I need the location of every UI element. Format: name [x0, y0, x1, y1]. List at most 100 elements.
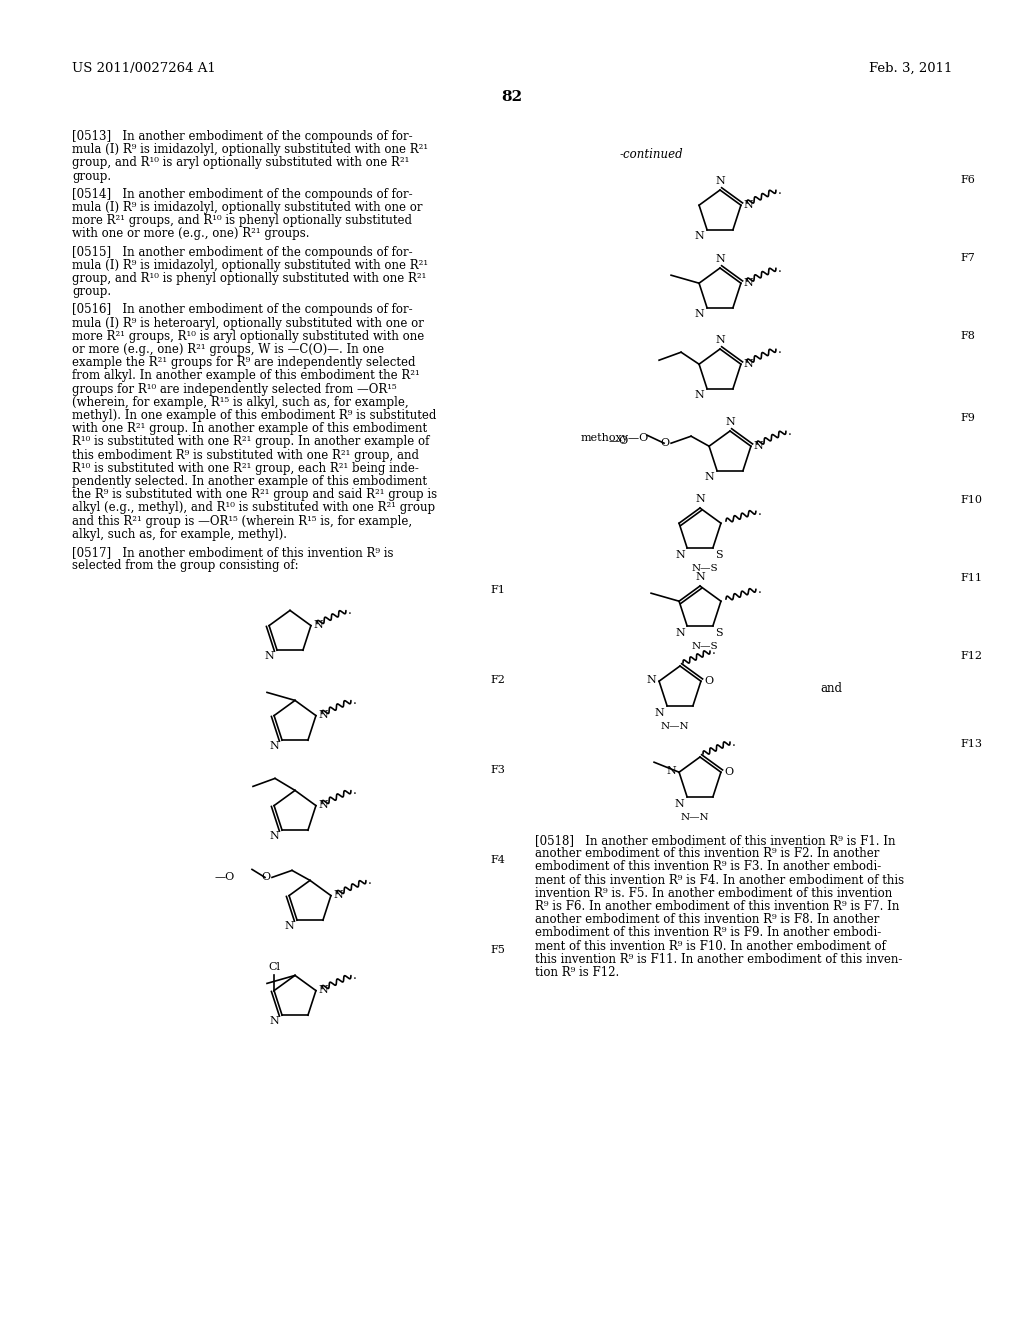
- Text: F13: F13: [961, 739, 982, 748]
- Text: F4: F4: [490, 855, 505, 866]
- Text: pendently selected. In another example of this embodiment: pendently selected. In another example o…: [72, 475, 427, 488]
- Text: N: N: [743, 201, 754, 210]
- Text: O: O: [261, 873, 270, 882]
- Text: [0514]   In another embodiment of the compounds of for-: [0514] In another embodiment of the comp…: [72, 187, 413, 201]
- Text: ment of this invention R⁹ is F4. In another embodiment of this: ment of this invention R⁹ is F4. In anot…: [535, 874, 904, 887]
- Text: N: N: [318, 985, 329, 994]
- Text: group.: group.: [72, 285, 112, 298]
- Text: .: .: [732, 735, 736, 748]
- Text: US 2011/0027264 A1: US 2011/0027264 A1: [72, 62, 216, 75]
- Text: and this R²¹ group is —OR¹⁵ (wherein R¹⁵ is, for example,: and this R²¹ group is —OR¹⁵ (wherein R¹⁵…: [72, 515, 412, 528]
- Text: N: N: [694, 231, 705, 240]
- Text: R¹⁰ is substituted with one R²¹ group. In another example of: R¹⁰ is substituted with one R²¹ group. I…: [72, 436, 429, 449]
- Text: [0517]   In another embodiment of this invention R⁹ is: [0517] In another embodiment of this inv…: [72, 546, 393, 558]
- Text: N: N: [654, 708, 665, 718]
- Text: N: N: [675, 799, 684, 809]
- Text: N: N: [694, 389, 705, 400]
- Text: embodiment of this invention R⁹ is F9. In another embodi-: embodiment of this invention R⁹ is F9. I…: [535, 927, 882, 940]
- Text: N: N: [715, 335, 725, 345]
- Text: Cl: Cl: [268, 961, 281, 972]
- Text: mula (I) R⁹ is imidazolyl, optionally substituted with one R²¹: mula (I) R⁹ is imidazolyl, optionally su…: [72, 143, 428, 156]
- Text: .: .: [787, 425, 792, 438]
- Text: N: N: [318, 800, 329, 809]
- Text: N: N: [334, 890, 344, 900]
- Text: [0516]   In another embodiment of the compounds of for-: [0516] In another embodiment of the comp…: [72, 304, 413, 317]
- Text: group.: group.: [72, 169, 112, 182]
- Text: N: N: [725, 417, 735, 426]
- Text: more R²¹ groups, R¹⁰ is aryl optionally substituted with one: more R²¹ groups, R¹⁰ is aryl optionally …: [72, 330, 424, 343]
- Text: N: N: [264, 651, 274, 661]
- Text: F3: F3: [490, 766, 505, 775]
- Text: invention R⁹ is. F5. In another embodiment of this invention: invention R⁹ is. F5. In another embodime…: [535, 887, 892, 900]
- Text: group, and R¹⁰ is phenyl optionally substituted with one R²¹: group, and R¹⁰ is phenyl optionally subs…: [72, 272, 426, 285]
- Text: N: N: [695, 572, 705, 582]
- Text: N—N: N—N: [660, 722, 689, 731]
- Text: .: .: [758, 582, 762, 595]
- Text: N: N: [743, 279, 754, 288]
- Text: N: N: [715, 176, 725, 186]
- Text: alkyl (e.g., methyl), and R¹⁰ is substituted with one R²¹ group: alkyl (e.g., methyl), and R¹⁰ is substit…: [72, 502, 435, 515]
- Text: N—S: N—S: [691, 642, 718, 651]
- Text: N: N: [695, 494, 705, 504]
- Text: —O: —O: [215, 873, 236, 882]
- Text: 82: 82: [502, 90, 522, 104]
- Text: O: O: [659, 438, 669, 449]
- Text: .: .: [758, 504, 762, 517]
- Text: ment of this invention R⁹ is F10. In another embodiment of: ment of this invention R⁹ is F10. In ano…: [535, 940, 886, 953]
- Text: (wherein, for example, R¹⁵ is alkyl, such as, for example,: (wherein, for example, R¹⁵ is alkyl, suc…: [72, 396, 409, 409]
- Text: mula (I) R⁹ is heteroaryl, optionally substituted with one or: mula (I) R⁹ is heteroaryl, optionally su…: [72, 317, 424, 330]
- Text: N: N: [667, 766, 676, 776]
- Text: N—N: N—N: [681, 813, 710, 822]
- Text: .: .: [712, 644, 716, 657]
- Text: tion R⁹ is F12.: tion R⁹ is F12.: [535, 966, 620, 979]
- Text: .: .: [778, 183, 781, 197]
- Text: selected from the group consisting of:: selected from the group consisting of:: [72, 560, 299, 572]
- Text: N: N: [269, 742, 280, 751]
- Text: F12: F12: [961, 651, 982, 661]
- Text: F11: F11: [961, 573, 982, 583]
- Text: F7: F7: [961, 253, 975, 263]
- Text: another embodiment of this invention R⁹ is F8. In another: another embodiment of this invention R⁹ …: [535, 913, 880, 927]
- Text: another embodiment of this invention R⁹ is F2. In another: another embodiment of this invention R⁹ …: [535, 847, 880, 861]
- Text: group, and R¹⁰ is aryl optionally substituted with one R²¹: group, and R¹⁰ is aryl optionally substi…: [72, 156, 410, 169]
- Text: example the R²¹ groups for R⁹ are independently selected: example the R²¹ groups for R⁹ are indepe…: [72, 356, 416, 370]
- Text: alkyl, such as, for example, methyl).: alkyl, such as, for example, methyl).: [72, 528, 287, 541]
- Text: .: .: [778, 261, 781, 275]
- Text: -continued: -continued: [620, 148, 684, 161]
- Text: [0513]   In another embodiment of the compounds of for-: [0513] In another embodiment of the comp…: [72, 129, 413, 143]
- Text: and: and: [820, 681, 842, 694]
- Text: with one R²¹ group. In another example of this embodiment: with one R²¹ group. In another example o…: [72, 422, 427, 436]
- Text: mula (I) R⁹ is imidazolyl, optionally substituted with one or: mula (I) R⁹ is imidazolyl, optionally su…: [72, 201, 423, 214]
- Text: N: N: [646, 676, 656, 685]
- Text: F5: F5: [490, 945, 505, 956]
- Text: mula (I) R⁹ is imidazolyl, optionally substituted with one R²¹: mula (I) R⁹ is imidazolyl, optionally su…: [72, 259, 428, 272]
- Text: embodiment of this invention R⁹ is F3. In another embodi-: embodiment of this invention R⁹ is F3. I…: [535, 861, 882, 874]
- Text: N: N: [743, 359, 754, 370]
- Text: F1: F1: [490, 585, 505, 595]
- Text: S: S: [715, 550, 723, 560]
- Text: groups for R¹⁰ are independently selected from —OR¹⁵: groups for R¹⁰ are independently selecte…: [72, 383, 396, 396]
- Text: with one or more (e.g., one) R²¹ groups.: with one or more (e.g., one) R²¹ groups.: [72, 227, 309, 240]
- Text: or more (e.g., one) R²¹ groups, W is —C(O)—. In one: or more (e.g., one) R²¹ groups, W is —C(…: [72, 343, 384, 356]
- Text: N: N: [694, 309, 705, 319]
- Text: N: N: [705, 471, 714, 482]
- Text: N: N: [715, 253, 725, 264]
- Text: the R⁹ is substituted with one R²¹ group and said R²¹ group is: the R⁹ is substituted with one R²¹ group…: [72, 488, 437, 502]
- Text: .: .: [353, 784, 356, 797]
- Text: [0518]   In another embodiment of this invention R⁹ is F1. In: [0518] In another embodiment of this inv…: [535, 834, 896, 847]
- Text: .: .: [353, 969, 356, 982]
- Text: .: .: [348, 605, 352, 618]
- Text: F10: F10: [961, 495, 982, 506]
- Text: N—S: N—S: [691, 564, 718, 573]
- Text: this invention R⁹ is F11. In another embodiment of this inven-: this invention R⁹ is F11. In another emb…: [535, 953, 902, 966]
- Text: N: N: [318, 710, 329, 719]
- Text: R⁹ is F6. In another embodiment of this invention R⁹ is F7. In: R⁹ is F6. In another embodiment of this …: [535, 900, 899, 913]
- Text: .: .: [778, 343, 781, 355]
- Text: F6: F6: [961, 176, 975, 185]
- Text: .: .: [353, 694, 356, 708]
- Text: —O: —O: [609, 436, 629, 446]
- Text: N: N: [675, 550, 685, 560]
- Text: more R²¹ groups, and R¹⁰ is phenyl optionally substituted: more R²¹ groups, and R¹⁰ is phenyl optio…: [72, 214, 412, 227]
- Text: O: O: [703, 676, 713, 686]
- Text: methyl). In one example of this embodiment R⁹ is substituted: methyl). In one example of this embodime…: [72, 409, 436, 422]
